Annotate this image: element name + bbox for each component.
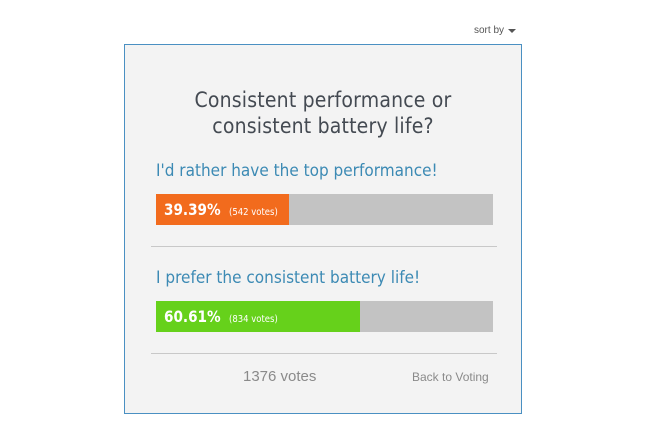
result-bar-battery: 60.61% (834 votes) (156, 301, 493, 332)
sort-by-label: sort by (474, 25, 505, 36)
result-bar-performance: 39.39% (542 votes) (156, 194, 493, 225)
total-votes: 1376 votes (243, 368, 317, 385)
vote-count: (542 votes) (228, 206, 278, 218)
option-label-battery: I prefer the consistent battery life! (156, 268, 421, 288)
divider (151, 353, 497, 354)
percent-value: 39.39% (164, 200, 221, 219)
poll-widget: Consistent performance or consistent bat… (124, 44, 522, 414)
option-label-performance: I'd rather have the top performance! (156, 161, 438, 181)
sort-by-dropdown[interactable]: sort by (474, 25, 517, 36)
back-to-voting-link[interactable]: Back to Voting (412, 370, 489, 384)
caret-down-icon (508, 29, 517, 33)
result-bar-fill (156, 301, 361, 332)
vote-count: (834 votes) (228, 313, 278, 325)
result-text: 39.39% (542 votes) (164, 194, 286, 225)
divider (151, 246, 497, 247)
result-bar-fill (156, 194, 289, 225)
result-text: 60.61% (834 votes) (164, 301, 286, 332)
percent-value: 60.61% (164, 307, 221, 326)
poll-question: Consistent performance or consistent bat… (194, 88, 452, 138)
